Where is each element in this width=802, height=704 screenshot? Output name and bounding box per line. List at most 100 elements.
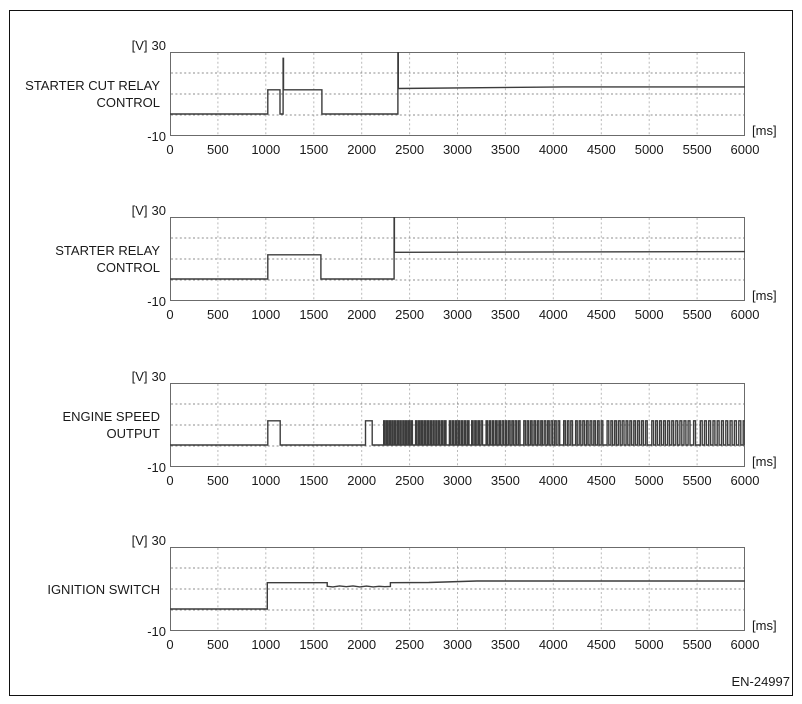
- x-tick-label: 4000: [538, 473, 568, 488]
- plot-border: [170, 547, 745, 631]
- x-axis-tick-labels: 0 500 1000 1500 2000 2500 3000 3500 4000 4500 5000…: [0, 473, 802, 491]
- x-tick-label: 2500: [395, 307, 425, 322]
- figure-border: [9, 10, 793, 696]
- waveform-plot: [170, 547, 745, 631]
- x-tick-label: 2500: [395, 142, 425, 157]
- x-tick-label: 5500: [682, 142, 712, 157]
- y-axis-unit-label: [V]: [131, 203, 148, 218]
- waveform-trace: [170, 217, 745, 280]
- x-tick-label: 3500: [490, 307, 520, 322]
- chart-title: STARTER RELAY CONTROL: [0, 217, 160, 301]
- x-tick-label: 5000: [634, 142, 664, 157]
- y-axis-min-value: -10: [147, 460, 166, 475]
- x-tick-label: 6000: [730, 307, 760, 322]
- x-tick-label: 0: [166, 142, 174, 157]
- x-tick-label: 4500: [586, 637, 616, 652]
- chart-title-line2: CONTROL: [96, 95, 160, 110]
- x-tick-label: 4500: [586, 307, 616, 322]
- x-tick-label: 500: [207, 637, 229, 652]
- y-axis-max-value: 30: [151, 203, 166, 218]
- x-tick-label: 2000: [347, 473, 377, 488]
- panel-engine-speed-output: [V] 30 ENGINE SPEED OUTPUT -10 [ms] 0 500 1…: [0, 369, 802, 493]
- x-tick-label: 4000: [538, 142, 568, 157]
- x-tick-label: 1500: [299, 637, 329, 652]
- chart-title: ENGINE SPEED OUTPUT: [0, 383, 160, 467]
- x-tick-label: 3500: [490, 473, 520, 488]
- x-axis-tick-labels: 0 500 1000 1500 2000 2500 3000 3500 4000 4500 5000…: [0, 637, 802, 655]
- x-tick-label: 1500: [299, 473, 329, 488]
- y-axis-top-label: [V] 30: [0, 38, 166, 53]
- chart-title-line1: STARTER RELAY: [55, 243, 160, 258]
- y-axis-unit-label: [V]: [131, 369, 148, 384]
- x-tick-label: 2000: [347, 637, 377, 652]
- y-axis-min-value: -10: [147, 294, 166, 309]
- x-tick-label: 3000: [443, 473, 472, 488]
- x-tick-label: 6000: [730, 142, 760, 157]
- figure-id: EN-24997: [731, 674, 790, 689]
- panel-starter-relay-control: [V] 30 STARTER RELAY CONTROL -10 [ms] 0 50…: [0, 203, 802, 327]
- x-tick-label: 0: [166, 307, 174, 322]
- y-axis-min-value: -10: [147, 129, 166, 144]
- x-axis-unit-label: [ms]: [752, 123, 777, 138]
- x-tick-label: 0: [166, 473, 174, 488]
- x-tick-label: 5000: [634, 473, 664, 488]
- plot-border: [170, 52, 745, 136]
- x-tick-label: 5000: [634, 637, 664, 652]
- chart-title-line1: ENGINE SPEED: [62, 409, 160, 424]
- x-tick-label: 4500: [586, 473, 616, 488]
- x-tick-label: 500: [207, 307, 229, 322]
- x-tick-label: 1500: [299, 142, 329, 157]
- x-tick-label: 2000: [347, 142, 377, 157]
- x-axis-tick-labels: 0 500 1000 1500 2000 2500 3000 3500 4000 4500 5000…: [0, 142, 802, 160]
- x-tick-label: 1000: [251, 142, 281, 157]
- chart-title-line2: OUTPUT: [106, 426, 160, 441]
- y-axis-unit-label: [V]: [131, 38, 148, 53]
- waveform-trace: [170, 580, 745, 610]
- x-tick-label: 4000: [538, 637, 568, 652]
- waveform-plot: [170, 52, 745, 136]
- x-tick-label: 2500: [395, 637, 425, 652]
- x-axis-unit-label: [ms]: [752, 288, 777, 303]
- x-tick-label: 3500: [490, 142, 520, 157]
- x-tick-label: 2000: [347, 307, 377, 322]
- waveform-plot: [170, 383, 745, 467]
- x-tick-label: 4500: [586, 142, 616, 157]
- x-tick-label: 0: [166, 637, 174, 652]
- x-tick-label: 5500: [682, 307, 712, 322]
- y-axis-max-value: 30: [151, 533, 166, 548]
- x-tick-label: 5500: [682, 637, 712, 652]
- x-tick-label: 3000: [443, 637, 472, 652]
- x-tick-label: 4000: [538, 307, 568, 322]
- waveform-plot: [170, 217, 745, 301]
- x-tick-label: 1000: [251, 473, 281, 488]
- chart-title: IGNITION SWITCH: [0, 547, 160, 631]
- x-tick-label: 3500: [490, 637, 520, 652]
- chart-title-line1: STARTER CUT RELAY: [25, 78, 160, 93]
- x-tick-label: 500: [207, 142, 229, 157]
- x-tick-label: 500: [207, 473, 229, 488]
- panel-starter-cut-relay-control: [V] 30 STARTER CUT RELAY CONTROL -10 [ms]…: [0, 38, 802, 162]
- panel-ignition-switch: [V] 30 IGNITION SWITCH -10 [ms] 0 500 1000 1…: [0, 533, 802, 657]
- x-tick-label: 3000: [443, 307, 472, 322]
- x-axis-unit-label: [ms]: [752, 618, 777, 633]
- waveform-trace: [170, 420, 745, 446]
- chart-title-line2: CONTROL: [96, 260, 160, 275]
- x-tick-label: 1000: [251, 637, 281, 652]
- plot-border: [170, 217, 745, 301]
- y-axis-min-value: -10: [147, 624, 166, 639]
- waveform-trace: [170, 52, 745, 115]
- x-tick-label: 5500: [682, 473, 712, 488]
- y-axis-top-label: [V] 30: [0, 533, 166, 548]
- x-tick-label: 1000: [251, 307, 281, 322]
- x-axis-tick-labels: 0 500 1000 1500 2000 2500 3000 3500 4000 4500 5000…: [0, 307, 802, 325]
- y-axis-max-value: 30: [151, 369, 166, 384]
- y-axis-unit-label: [V]: [131, 533, 148, 548]
- x-tick-label: 3000: [443, 142, 472, 157]
- chart-title-line1: IGNITION SWITCH: [47, 581, 160, 597]
- x-tick-label: 1500: [299, 307, 329, 322]
- x-tick-label: 6000: [730, 637, 760, 652]
- y-axis-top-label: [V] 30: [0, 203, 166, 218]
- x-tick-label: 6000: [730, 473, 760, 488]
- y-axis-top-label: [V] 30: [0, 369, 166, 384]
